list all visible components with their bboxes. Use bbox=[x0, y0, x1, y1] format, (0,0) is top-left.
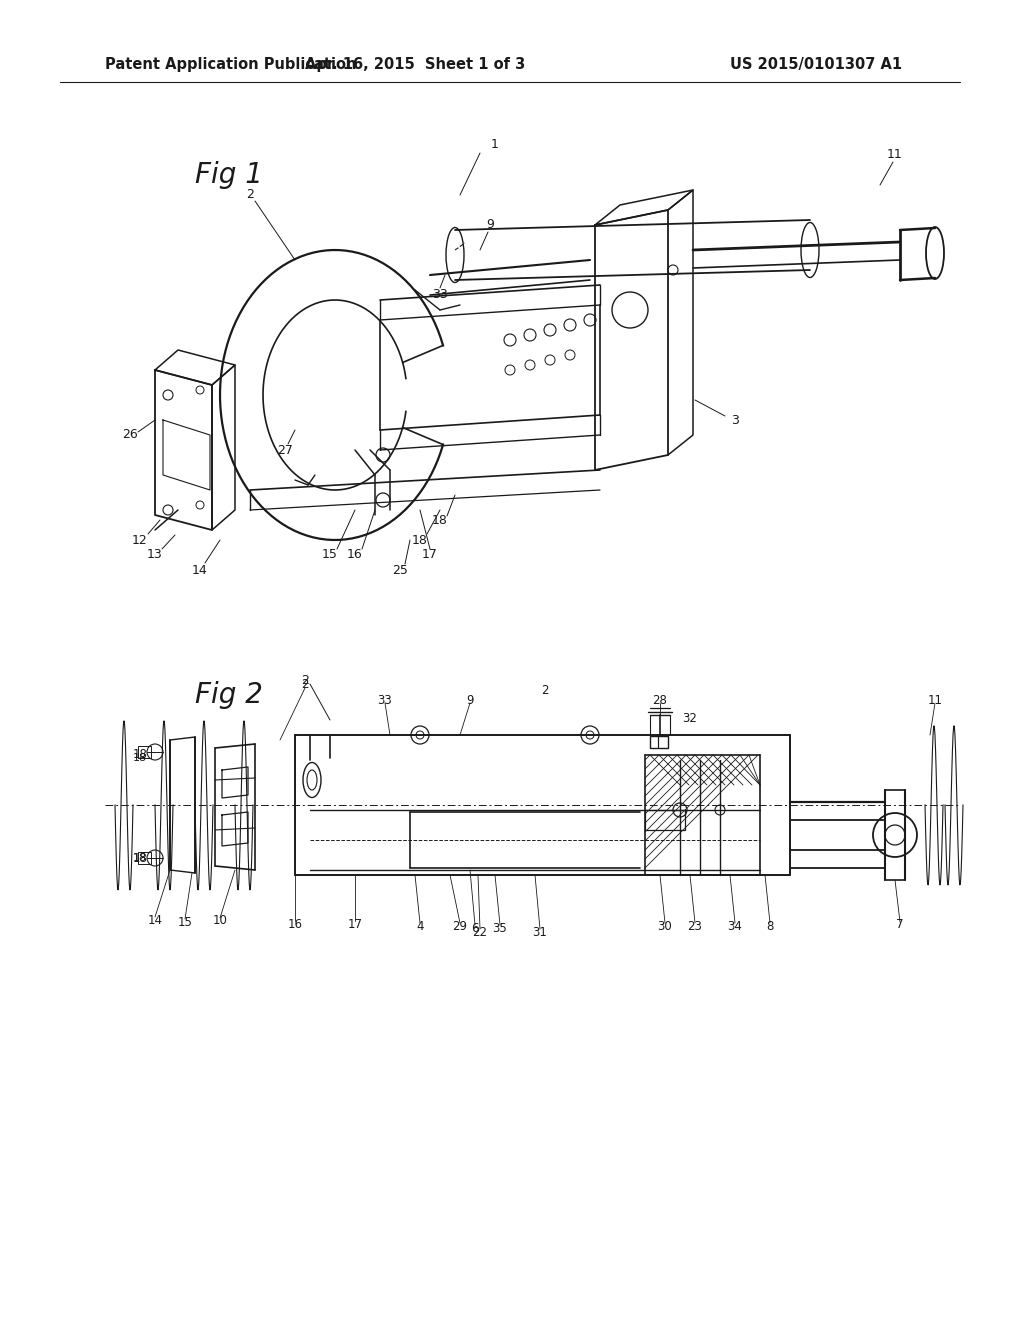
Text: 15: 15 bbox=[177, 916, 193, 928]
Text: 16: 16 bbox=[288, 917, 302, 931]
Text: 4: 4 bbox=[416, 920, 424, 932]
Text: 12: 12 bbox=[132, 533, 147, 546]
Text: 31: 31 bbox=[532, 925, 548, 939]
Text: 17: 17 bbox=[422, 549, 438, 561]
Text: 16: 16 bbox=[347, 549, 362, 561]
Text: 11: 11 bbox=[887, 149, 903, 161]
Bar bbox=[650, 737, 668, 748]
Text: 30: 30 bbox=[657, 920, 673, 932]
Text: 1: 1 bbox=[492, 139, 499, 152]
Text: 15: 15 bbox=[323, 549, 338, 561]
Text: 9: 9 bbox=[486, 219, 494, 231]
Text: 26: 26 bbox=[122, 429, 138, 441]
Text: 18: 18 bbox=[432, 513, 447, 527]
Text: 35: 35 bbox=[493, 921, 507, 935]
Text: 18: 18 bbox=[133, 853, 147, 863]
Text: 18: 18 bbox=[412, 533, 428, 546]
Text: 13: 13 bbox=[147, 549, 163, 561]
Text: Fig 2: Fig 2 bbox=[195, 681, 263, 709]
Text: 7: 7 bbox=[896, 919, 904, 932]
Text: 32: 32 bbox=[683, 711, 697, 725]
Text: 6: 6 bbox=[471, 921, 479, 935]
Text: 11: 11 bbox=[928, 693, 942, 706]
Text: 18: 18 bbox=[133, 752, 147, 763]
Text: 2: 2 bbox=[246, 189, 254, 202]
Text: 9: 9 bbox=[466, 693, 474, 706]
Text: US 2015/0101307 A1: US 2015/0101307 A1 bbox=[730, 58, 902, 73]
Text: 34: 34 bbox=[728, 920, 742, 932]
Text: Patent Application Publication: Patent Application Publication bbox=[105, 58, 356, 73]
Text: 8: 8 bbox=[766, 920, 774, 932]
Bar bbox=[138, 746, 151, 758]
Text: 2: 2 bbox=[542, 684, 549, 697]
Text: 23: 23 bbox=[687, 920, 702, 932]
Text: 14: 14 bbox=[193, 564, 208, 577]
Text: Apr. 16, 2015  Sheet 1 of 3: Apr. 16, 2015 Sheet 1 of 3 bbox=[305, 58, 525, 73]
Text: 14: 14 bbox=[147, 913, 163, 927]
Text: 29: 29 bbox=[453, 920, 468, 932]
Text: 3: 3 bbox=[731, 413, 739, 426]
Bar bbox=[645, 810, 685, 830]
Text: 25: 25 bbox=[392, 564, 408, 577]
Text: 33: 33 bbox=[378, 693, 392, 706]
Text: 18: 18 bbox=[132, 748, 147, 762]
Text: 2: 2 bbox=[301, 678, 309, 692]
Text: 17: 17 bbox=[347, 917, 362, 931]
Text: 28: 28 bbox=[652, 693, 668, 706]
Text: 10: 10 bbox=[213, 915, 227, 928]
Bar bbox=[138, 851, 151, 865]
Text: 2: 2 bbox=[301, 673, 309, 686]
Text: 18: 18 bbox=[132, 851, 147, 865]
Text: 33: 33 bbox=[432, 289, 447, 301]
Text: Fig 1: Fig 1 bbox=[195, 161, 263, 189]
Text: 27: 27 bbox=[278, 444, 293, 457]
Text: 22: 22 bbox=[472, 925, 487, 939]
